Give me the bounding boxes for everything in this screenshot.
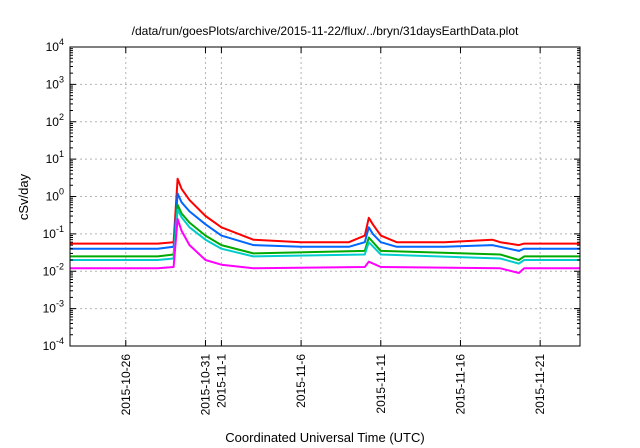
x-tick-label: 2015-10-26 [119,354,133,416]
chart-title: /data/run/goesPlots/archive/2015-11-22/f… [132,24,519,38]
y-axis: 10-4 10-3 10-2 10-1 100 101 102 103 104 [43,37,580,353]
x-tick-label: 2015-11-21 [533,354,547,415]
x-tick-label: 2015-11-6 [294,354,308,408]
y-tick-label: 10-3 [43,299,64,316]
series-line [70,218,580,274]
y-tick-label: 103 [46,74,64,91]
y-tick-label: 104 [46,37,64,54]
y-tick-label: 10-4 [43,336,64,353]
y-tick-label: 100 [46,187,64,204]
x-tick-label: 2015-11-1 [214,354,228,408]
y-axis-title: cSv/day [16,173,31,220]
grid [70,47,580,346]
x-tick-label: 2015-10-31 [198,354,212,416]
y-tick-label: 102 [46,112,64,129]
x-axis: 2015-10-26 2015-10-31 2015-11-1 2015-11-6 20… [119,47,547,415]
y-tick-label: 10-2 [43,261,64,278]
y-tick-label: 101 [46,149,64,166]
x-axis-title: Coordinated Universal Time (UTC) [225,430,424,445]
series-group [70,177,580,274]
x-tick-label: 2015-11-16 [453,354,467,415]
y-tick-label: 10-1 [43,224,64,241]
x-tick-label: 2015-11-11 [374,354,388,414]
